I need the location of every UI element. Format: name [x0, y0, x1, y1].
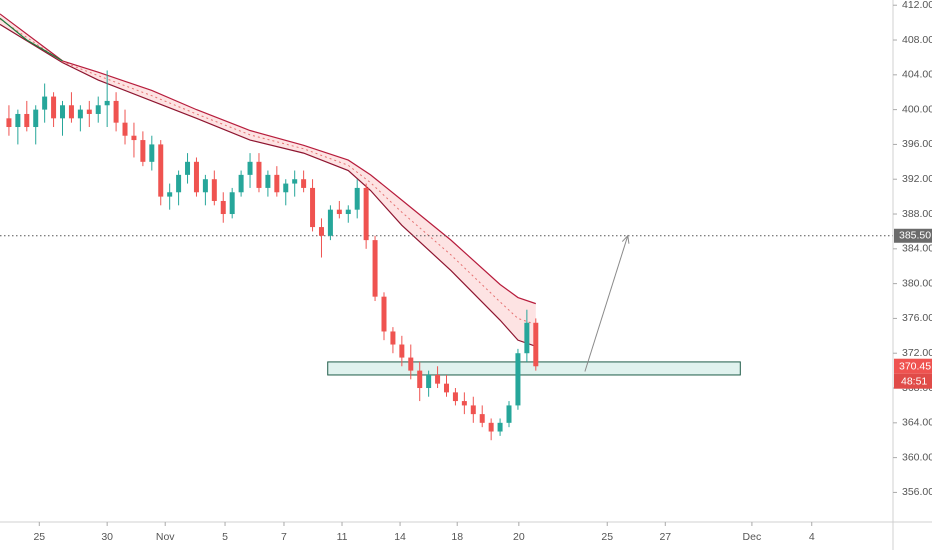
candle-body — [140, 140, 146, 162]
candle-body — [444, 383, 449, 393]
level-label-box — [894, 228, 932, 243]
candle-body — [131, 135, 137, 141]
candle-body — [60, 105, 66, 119]
candle-body — [122, 122, 128, 136]
candle-body — [95, 105, 101, 114]
candle-body — [533, 322, 539, 367]
candle-body — [470, 405, 476, 415]
candle-body — [354, 187, 360, 210]
x-tick-label: 11 — [337, 531, 348, 543]
x-tick-label: 18 — [451, 531, 463, 543]
x-tick-label: 4 — [809, 531, 815, 543]
candle-body — [149, 144, 155, 162]
candle-body — [15, 113, 21, 128]
candle-body — [185, 161, 191, 175]
candle-body — [176, 174, 182, 193]
candle-body — [274, 174, 280, 193]
level-label: 385.50 — [899, 230, 931, 242]
y-tick-label: 412.00 — [902, 0, 932, 11]
candle-body — [435, 374, 441, 384]
candle-body — [86, 109, 92, 114]
candle-body — [24, 113, 30, 128]
y-tick-label: 408.00 — [902, 34, 932, 46]
candle-body — [381, 296, 387, 332]
candle-body — [113, 100, 119, 123]
y-tick-label: 392.00 — [902, 173, 932, 185]
arrow-head — [621, 234, 630, 244]
moving-average — [0, 18, 536, 325]
candle-body — [426, 374, 432, 389]
plot-area — [0, 13, 893, 441]
candle-body — [318, 227, 324, 236]
arrow-line — [584, 235, 629, 372]
candle-body — [408, 357, 414, 371]
candle-body — [372, 240, 378, 297]
candle-body — [399, 344, 405, 358]
y-tick-label: 380.00 — [902, 277, 932, 289]
candle-body — [461, 401, 467, 406]
candle-body — [515, 353, 521, 406]
candle-body — [301, 179, 307, 188]
candle-body — [220, 200, 226, 215]
y-tick-label: 356.00 — [902, 486, 932, 498]
x-tick-label: Nov — [156, 531, 175, 543]
candle-body — [310, 187, 316, 228]
y-tick-label: 400.00 — [902, 103, 932, 115]
y-tick-label: 364.00 — [902, 417, 932, 429]
candle-body — [211, 179, 217, 201]
candle-body — [327, 209, 333, 236]
last-price-label: 370.45 — [899, 360, 931, 372]
x-tick-label: 7 — [281, 531, 287, 543]
candle-body — [363, 187, 369, 241]
candle-body — [42, 96, 48, 110]
x-tick-label: 27 — [659, 531, 671, 543]
candle-body — [283, 183, 289, 193]
candle-body — [51, 96, 57, 119]
candle-body — [33, 109, 39, 128]
x-tick-label: 5 — [222, 531, 228, 543]
y-tick-label: 372.00 — [902, 347, 932, 359]
candle-body — [497, 422, 503, 432]
x-tick-label: 14 — [394, 531, 406, 543]
countdown-box — [894, 373, 932, 389]
candle-body — [167, 192, 173, 197]
candle-body — [390, 331, 396, 345]
candle-body — [417, 370, 423, 389]
candle-body — [158, 144, 164, 197]
candle-body — [292, 179, 298, 184]
candle-body — [238, 174, 244, 193]
candle-body — [247, 161, 253, 175]
y-tick-label: 396.00 — [902, 138, 932, 150]
candle-body — [524, 322, 530, 354]
x-tick-label: 20 — [513, 531, 525, 543]
candle-body — [193, 161, 199, 193]
countdown-label: 48:51 — [901, 375, 927, 387]
candle-body — [506, 405, 512, 423]
y-tick-label: 376.00 — [902, 312, 932, 324]
last-price-box — [894, 358, 932, 374]
y-tick-label: 404.00 — [902, 69, 932, 81]
candle-body — [104, 100, 110, 106]
moving-average — [0, 17, 63, 62]
candle-body — [77, 109, 83, 119]
x-tick-label: 25 — [601, 531, 613, 543]
y-tick-label: 360.00 — [902, 451, 932, 463]
candle-body — [256, 161, 262, 188]
candle-body — [452, 392, 458, 402]
candle-body — [345, 209, 351, 215]
x-tick-label: 30 — [101, 531, 113, 543]
x-tick-label: 25 — [33, 531, 45, 543]
candle-body — [229, 192, 235, 215]
y-tick-label: 384.00 — [902, 243, 932, 255]
candle-body — [336, 209, 342, 215]
x-tick-label: Dec — [743, 531, 762, 543]
y-tick-label: 388.00 — [902, 208, 932, 220]
candle-body — [488, 422, 494, 432]
candle-body — [479, 414, 485, 423]
candle-body — [265, 174, 271, 188]
candle-body — [68, 105, 74, 119]
candle-body — [202, 179, 208, 193]
candle-body — [6, 118, 12, 128]
